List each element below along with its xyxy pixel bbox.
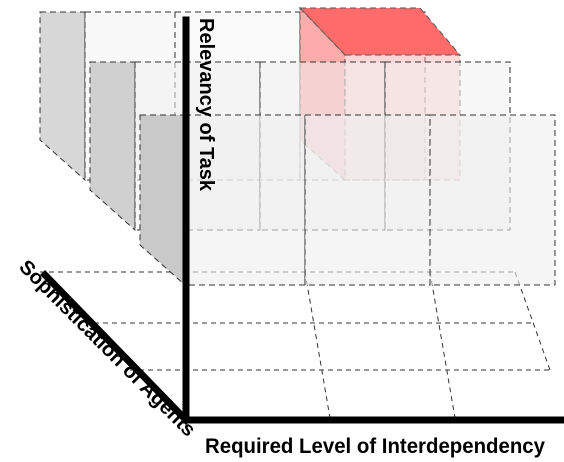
front-layer-side-face — [139, 114, 186, 287]
cube-front-2 — [304, 114, 431, 286]
y-axis-label: Relevancy of Task — [195, 18, 217, 192]
z-axis — [40, 270, 191, 425]
axes — [40, 16, 564, 425]
middle-layer-side-face — [89, 61, 136, 232]
floor-diag-3 — [514, 271, 551, 371]
z-axis-label: Sophistication of Agents — [14, 256, 199, 441]
back-layer-side-face — [39, 11, 86, 182]
floor-diag-1 — [304, 271, 331, 419]
x-axis-label: Required Level of Interdependency — [205, 435, 545, 458]
cube-front-3 — [429, 114, 556, 286]
cube-front-1 — [184, 114, 306, 286]
cube-layer-front — [139, 114, 556, 287]
floor-diag-2 — [429, 271, 456, 419]
